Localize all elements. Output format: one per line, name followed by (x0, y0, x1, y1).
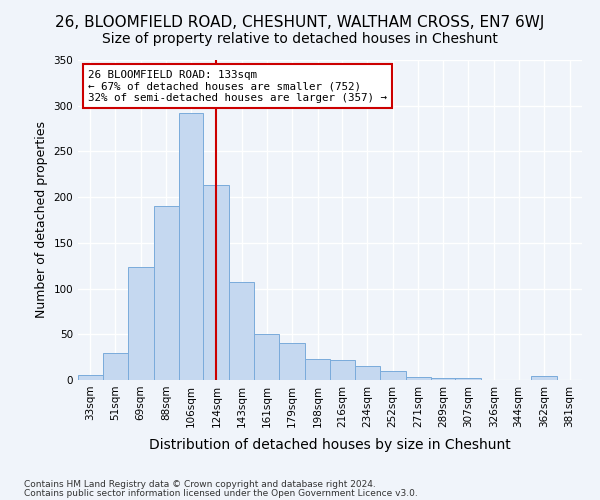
Bar (78, 376, 103, 380)
Bar (203, 186, 229, 380)
Text: 26, BLOOMFIELD ROAD, CHESHUNT, WALTHAM CROSS, EN7 6WJ: 26, BLOOMFIELD ROAD, CHESHUNT, WALTHAM C… (55, 15, 545, 30)
Text: 26 BLOOMFIELD ROAD: 133sqm
← 67% of detached houses are smaller (752)
32% of sem: 26 BLOOMFIELD ROAD: 133sqm ← 67% of deta… (88, 70, 387, 103)
Bar (154, 206, 179, 380)
Text: Contains public sector information licensed under the Open Government Licence v3: Contains public sector information licen… (24, 488, 418, 498)
Bar (330, 360, 355, 380)
Bar (305, 359, 330, 380)
Bar (128, 266, 154, 380)
Bar (355, 366, 380, 380)
Bar (431, 378, 455, 380)
Text: Size of property relative to detached houses in Cheshunt: Size of property relative to detached ho… (102, 32, 498, 46)
Bar (380, 371, 406, 380)
Bar (279, 344, 305, 380)
Bar (254, 334, 279, 380)
Bar (531, 376, 557, 380)
Text: Contains HM Land Registry data © Crown copyright and database right 2024.: Contains HM Land Registry data © Crown c… (24, 480, 376, 489)
Bar (406, 378, 431, 380)
Bar (179, 113, 203, 380)
Bar (229, 282, 254, 380)
Bar (455, 378, 481, 380)
Bar (103, 354, 128, 380)
Y-axis label: Number of detached properties: Number of detached properties (35, 122, 48, 318)
X-axis label: Distribution of detached houses by size in Cheshunt: Distribution of detached houses by size … (149, 438, 511, 452)
